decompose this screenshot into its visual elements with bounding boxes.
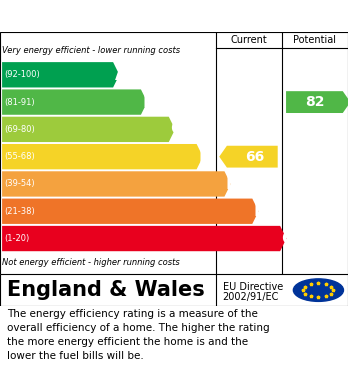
Ellipse shape bbox=[293, 279, 343, 301]
Text: A: A bbox=[114, 66, 127, 84]
Text: G: G bbox=[282, 230, 295, 248]
Text: (55-68): (55-68) bbox=[4, 152, 34, 161]
Text: F: F bbox=[254, 202, 265, 220]
Text: Not energy efficient - higher running costs: Not energy efficient - higher running co… bbox=[2, 258, 180, 267]
Text: (69-80): (69-80) bbox=[4, 125, 34, 134]
Text: The energy efficiency rating is a measure of the
overall efficiency of a home. T: The energy efficiency rating is a measur… bbox=[7, 309, 270, 361]
Polygon shape bbox=[219, 146, 278, 168]
Polygon shape bbox=[2, 226, 286, 251]
Text: (39-54): (39-54) bbox=[4, 179, 34, 188]
Text: (21-38): (21-38) bbox=[4, 207, 34, 216]
Text: Energy Efficiency Rating: Energy Efficiency Rating bbox=[60, 7, 288, 25]
Text: England & Wales: England & Wales bbox=[7, 280, 205, 300]
Text: EU Directive: EU Directive bbox=[223, 282, 283, 292]
Polygon shape bbox=[2, 117, 175, 142]
Polygon shape bbox=[2, 171, 231, 197]
Text: (1-20): (1-20) bbox=[4, 234, 29, 243]
Polygon shape bbox=[2, 90, 147, 115]
Text: Very energy efficient - lower running costs: Very energy efficient - lower running co… bbox=[2, 46, 180, 55]
Polygon shape bbox=[2, 199, 259, 224]
Text: (92-100): (92-100) bbox=[4, 70, 40, 79]
Text: 82: 82 bbox=[304, 95, 324, 109]
Text: 66: 66 bbox=[245, 150, 265, 164]
Text: 2002/91/EC: 2002/91/EC bbox=[223, 292, 279, 302]
Polygon shape bbox=[286, 91, 348, 113]
Text: E: E bbox=[226, 175, 237, 193]
Text: Current: Current bbox=[230, 35, 267, 45]
Polygon shape bbox=[2, 62, 119, 88]
Text: (81-91): (81-91) bbox=[4, 98, 34, 107]
Text: B: B bbox=[142, 93, 155, 111]
Text: C: C bbox=[170, 120, 182, 138]
Text: Potential: Potential bbox=[293, 35, 337, 45]
Polygon shape bbox=[2, 144, 203, 169]
Text: D: D bbox=[198, 148, 212, 166]
